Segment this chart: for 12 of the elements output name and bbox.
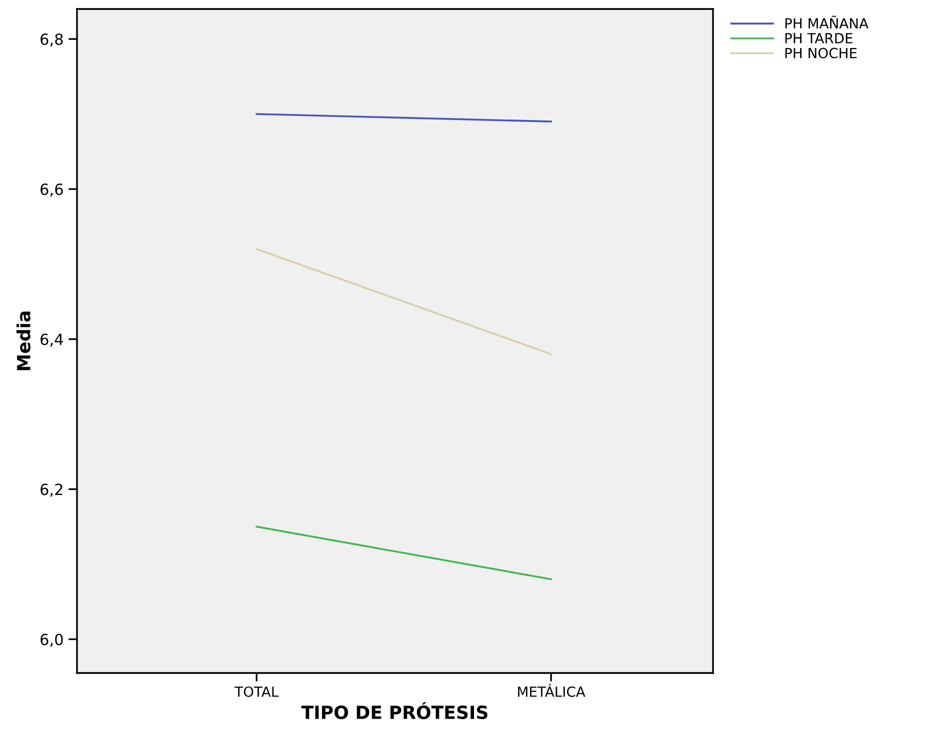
y-tick-label: 6,6 bbox=[40, 184, 63, 197]
y-axis-title: Media bbox=[16, 312, 30, 370]
legend-label: PH TARDE bbox=[785, 33, 852, 44]
x-tick-label: METÁLICA bbox=[518, 684, 586, 697]
x-tick-label: TOTAL bbox=[234, 686, 279, 697]
x-axis-title: TIPO DE PRÓTESIS bbox=[301, 702, 488, 720]
y-tick-label: 6,8 bbox=[40, 33, 63, 47]
y-tick-label: 6,4 bbox=[40, 334, 63, 347]
y-tick-label: 6,2 bbox=[40, 484, 62, 497]
legend-label: PH NOCHE bbox=[785, 48, 857, 58]
legend-label: PH MAÑANA bbox=[785, 16, 868, 28]
y-tick-label: 6,0 bbox=[40, 634, 63, 647]
